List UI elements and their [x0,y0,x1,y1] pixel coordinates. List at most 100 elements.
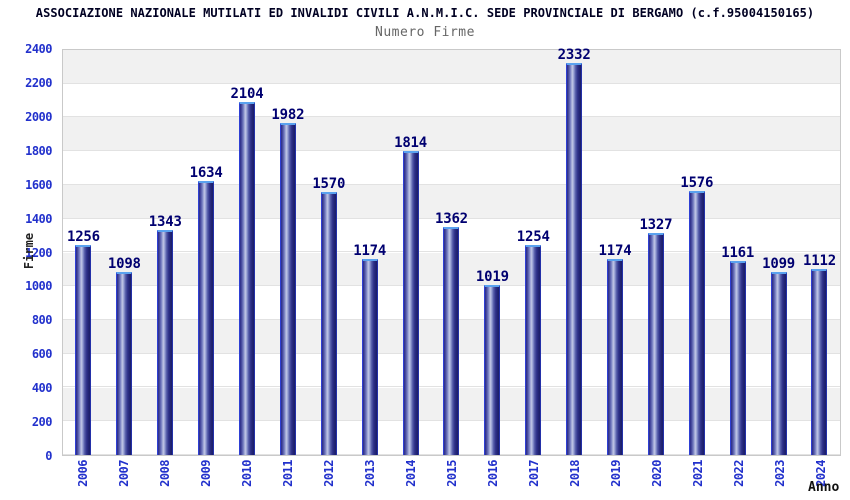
x-tick-slot: 2014 [390,460,431,500]
bar: 1161 [721,246,754,455]
bar-slot: 1161 [717,50,758,455]
x-tick-label: 2019 [608,460,623,487]
x-tick-slot: 2013 [349,460,390,500]
x-axis-title: Anno [808,480,840,495]
x-tick-label: 2010 [239,460,254,487]
x-tick-slot: 2006 [62,460,103,500]
bar-slot: 2332 [554,48,595,455]
bar-value-label: 1362 [434,211,468,228]
x-tick-slot: 2012 [308,460,349,500]
x-tick-slot: 2017 [513,460,554,500]
x-tick-label: 2015 [444,460,459,487]
bar-slot: 1327 [635,50,676,455]
bar-slot: 2104 [227,50,268,455]
bar-value-label: 1112 [803,253,836,270]
x-tick-label: 2016 [485,460,500,487]
bar: 1362 [435,212,468,455]
x-tick-slot: 2020 [636,460,677,500]
bar: 1814 [394,136,427,455]
bar-slot: 1254 [513,50,554,455]
bar-slot: 1099 [758,50,799,455]
y-tick-label: 2000 [25,109,52,124]
bar-value-label: 1098 [107,255,141,272]
bar-value-label: 1814 [394,134,428,151]
x-tick-label: 2006 [75,460,90,487]
x-tick-slot: 2007 [103,460,144,500]
y-axis-ticks: 0 200 400 600 800 1000 1200 1400 1600 1800 2000 220… [0,43,53,462]
x-tick-label: 2017 [526,460,541,487]
grid-band [63,50,840,84]
bar: 1982 [271,108,305,455]
bar-value-label: 1019 [475,269,509,286]
bar: 1256 [67,230,100,455]
bar: 1576 [680,176,713,455]
y-tick-label: 2400 [25,42,52,56]
y-tick-label: 200 [31,415,53,430]
bar: 1099 [762,257,795,455]
bar: 2332 [558,48,591,455]
bar-slot: 1174 [595,50,636,455]
x-tick-label: 2012 [321,460,336,487]
y-tick-label: 1800 [25,143,52,158]
bar: 1112 [803,254,836,455]
x-tick-label: 2009 [198,460,213,487]
x-tick-label: 2014 [403,460,418,487]
x-tick-slot: 2016 [472,460,513,500]
x-tick-slot: 2019 [595,460,636,500]
bar: 1343 [149,215,182,455]
bar: 2104 [231,87,264,455]
chart-title: ASSOCIAZIONE NAZIONALE MUTILATI ED INVAL… [35,6,815,20]
bar-slot: 1982 [267,50,308,455]
x-tick-label: 2021 [690,460,705,487]
x-tick-slot: 2008 [144,460,185,500]
bar-slot: 1576 [676,50,717,455]
grid-band [63,83,840,118]
bar-slot: 1362 [431,50,472,455]
bar-series: 1256 1098 1343 1634 2104 1982 1570 1174 1814 1362… [63,48,840,455]
x-tick-slot: 2010 [226,460,267,500]
y-tick-label: 400 [31,381,53,396]
bar-slot: 1112 [799,50,840,455]
bar-value-label: 1570 [312,176,346,193]
x-tick-slot: 2018 [554,460,595,500]
bar-slot: 1634 [186,50,227,455]
x-tick-label: 2020 [649,460,664,487]
x-tick-label: 2007 [116,460,131,487]
bar-slot: 1256 [63,50,104,455]
bar-slot: 1570 [308,50,349,455]
x-tick-label: 2022 [731,460,746,487]
bar-slot: 1019 [472,50,513,455]
grid-band [63,117,840,152]
x-tick-slot: 2023 [759,460,800,500]
x-tick-label: 2008 [157,460,172,487]
bar-slot: 1174 [349,50,390,455]
x-tick-label: 2013 [362,460,377,487]
bar-value-label: 1174 [353,242,387,259]
bar: 1327 [639,218,673,455]
bar: 1019 [476,270,509,455]
y-tick-label: 0 [45,449,52,463]
bar-value-label: 1327 [639,217,673,234]
bar: 1254 [517,230,550,455]
grid-band [63,184,840,219]
y-tick-label: 1400 [25,211,52,226]
y-tick-label: 600 [31,347,53,362]
bar-value-label: 1161 [721,245,755,262]
bar: 1570 [312,177,345,455]
bar-value-label: 1982 [271,106,305,123]
x-tick-slot: 2011 [267,460,308,500]
bar-value-label: 2332 [557,47,591,64]
x-tick-slot: 2021 [677,460,718,500]
bar: 1174 [599,244,632,455]
bar-slot: 1814 [390,50,431,455]
x-tick-label: 2023 [772,460,787,487]
y-axis-title: Firme [22,232,36,270]
bar-value-label: 2104 [230,85,264,102]
plot-area: 1256 1098 1343 1634 2104 1982 1570 1174 1814 1362… [62,48,841,456]
grid-band [63,151,840,185]
y-tick-label: 1200 [25,245,52,260]
x-tick-label: 2018 [567,460,582,487]
x-tick-slot: 2022 [718,460,759,500]
bar-value-label: 1634 [189,165,223,182]
